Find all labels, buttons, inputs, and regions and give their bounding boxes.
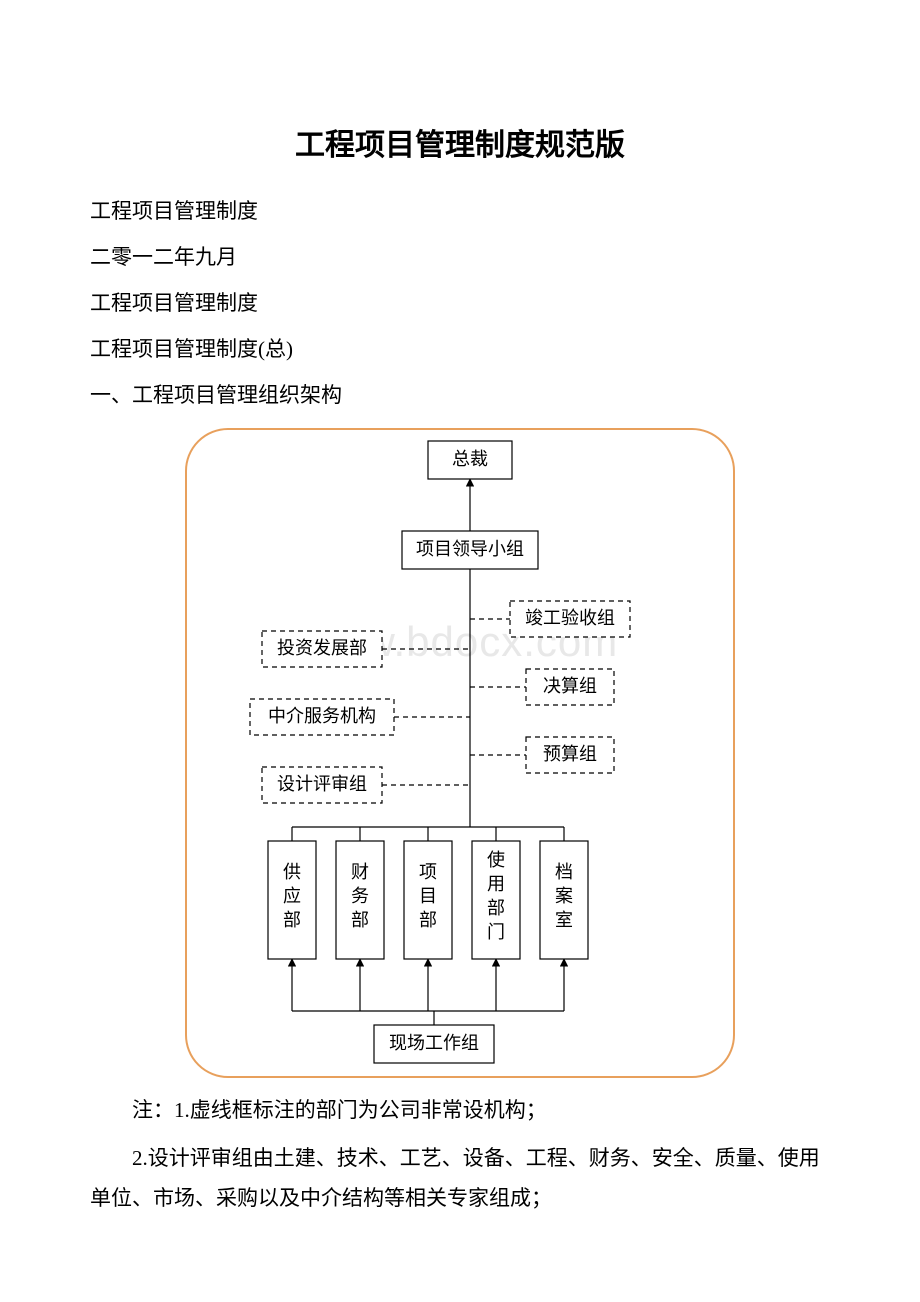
page-title: 工程项目管理制度规范版 [90,120,830,164]
note-line: 注：1.虚线框标注的部门为公司非常设机构； [90,1091,830,1131]
svg-text:室: 室 [555,910,573,930]
svg-text:中介服务机构: 中介服务机构 [268,707,376,727]
text-line: 工程项目管理制度 [90,192,830,232]
svg-text:竣工验收组: 竣工验收组 [525,609,615,629]
svg-text:总裁: 总裁 [452,450,488,470]
svg-text:现场工作组: 现场工作组 [389,1034,479,1054]
svg-text:部: 部 [283,910,301,930]
svg-text:项: 项 [419,862,437,882]
svg-text:档: 档 [555,862,573,882]
svg-text:案: 案 [555,886,573,906]
svg-text:决算组: 决算组 [543,677,597,697]
note-line: 2.设计评审组由土建、技术、工艺、设备、工程、财务、安全、质量、使用单位、市场、… [90,1139,830,1219]
svg-text:部: 部 [351,910,369,930]
svg-text:用: 用 [487,874,505,894]
svg-text:使: 使 [487,850,505,870]
svg-text:门: 门 [487,922,505,942]
svg-text:供: 供 [283,862,301,882]
text-line: 一、工程项目管理组织架构 [90,376,830,416]
svg-text:设计评审组: 设计评审组 [277,775,367,795]
svg-text:应: 应 [283,886,301,906]
svg-text:部: 部 [419,910,437,930]
svg-text:部: 部 [487,898,505,918]
svg-text:务: 务 [351,886,369,906]
svg-text:目: 目 [419,886,437,906]
svg-text:财: 财 [351,862,369,882]
text-line: 工程项目管理制度(总) [90,330,830,370]
text-line: 二零一二年九月 [90,238,830,278]
org-chart: www.bdocx.com 总裁项目领导小组竣工验收组投资发展部决算组中介服务机… [180,423,740,1083]
svg-text:投资发展部: 投资发展部 [277,639,367,659]
text-line: 工程项目管理制度 [90,284,830,324]
svg-text:项目领导小组: 项目领导小组 [416,540,524,560]
svg-text:预算组: 预算组 [543,745,597,765]
